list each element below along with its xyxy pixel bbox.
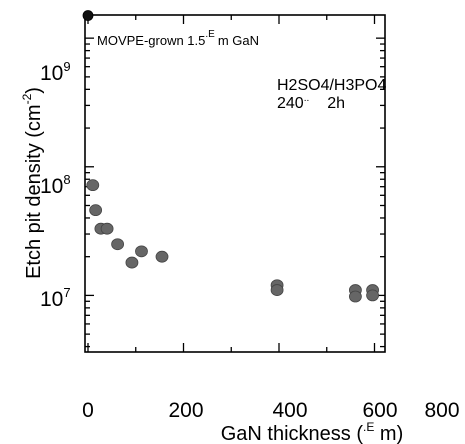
condition-temp: 240	[277, 95, 304, 112]
x-axis-title: GaN thickness (.E m)	[221, 420, 404, 444]
x-tick-label-200: 200	[168, 399, 203, 422]
x-tick-label-600: 600	[362, 399, 397, 422]
x-tick-label-400: 400	[272, 399, 307, 422]
x-axis-title-tail: m)	[374, 423, 403, 444]
y-axis-title-sup: -2	[20, 93, 34, 104]
condition-annotation: 240.. 2h	[277, 93, 345, 112]
plot-frame	[84, 14, 386, 353]
data-point	[270, 284, 284, 296]
data-point	[82, 10, 94, 21]
data-points	[82, 10, 379, 303]
y-tick-labels: 109 108 107	[40, 59, 71, 311]
movpe-annotation-sup: .E	[205, 29, 215, 40]
y-tick-label-1e7: 107	[40, 285, 71, 311]
tick-marks	[85, 15, 385, 352]
data-point	[135, 245, 148, 258]
y-tick-label-1e9: 109	[40, 59, 71, 85]
y-tick-base-1e7: 10	[40, 288, 63, 311]
movpe-annotation: MOVPE-grown 1.5.E m GaN	[97, 29, 259, 48]
condition-time: 2h	[327, 95, 345, 112]
y-tick-exp-1e9: 9	[63, 59, 70, 74]
data-point	[100, 222, 114, 235]
y-tick-exp-1e7: 7	[63, 285, 70, 300]
x-tick-label-800: 800	[424, 399, 459, 422]
data-point	[86, 179, 100, 192]
data-point	[348, 290, 362, 303]
data-point	[366, 289, 379, 302]
acid-annotation: H2SO4/H3PO4	[277, 77, 386, 94]
y-axis-title-tail: )	[23, 87, 45, 94]
data-point	[155, 250, 169, 263]
condition-temp-mark: ..	[304, 93, 310, 104]
y-tick-label-1e8: 108	[40, 172, 71, 198]
x-axis-title-main: GaN thickness (	[221, 423, 364, 444]
y-axis-title: Etch pit density (cm-2)	[20, 87, 45, 279]
data-point	[125, 256, 139, 269]
data-point	[111, 238, 125, 251]
x-axis-title-sup: .E	[363, 420, 374, 434]
movpe-annotation-post: m GaN	[218, 33, 259, 48]
x-tick-labels: 0 200 400 600 800	[82, 399, 459, 422]
y-axis-title-main: Etch pit density (cm	[23, 104, 45, 279]
data-point	[89, 204, 103, 217]
y-tick-exp-1e8: 8	[63, 172, 70, 187]
y-tick-base-1e8: 10	[40, 175, 63, 198]
movpe-annotation-pre: MOVPE-grown 1.5	[97, 33, 205, 48]
y-tick-base-1e9: 10	[40, 62, 63, 85]
x-tick-label-0: 0	[82, 399, 94, 422]
